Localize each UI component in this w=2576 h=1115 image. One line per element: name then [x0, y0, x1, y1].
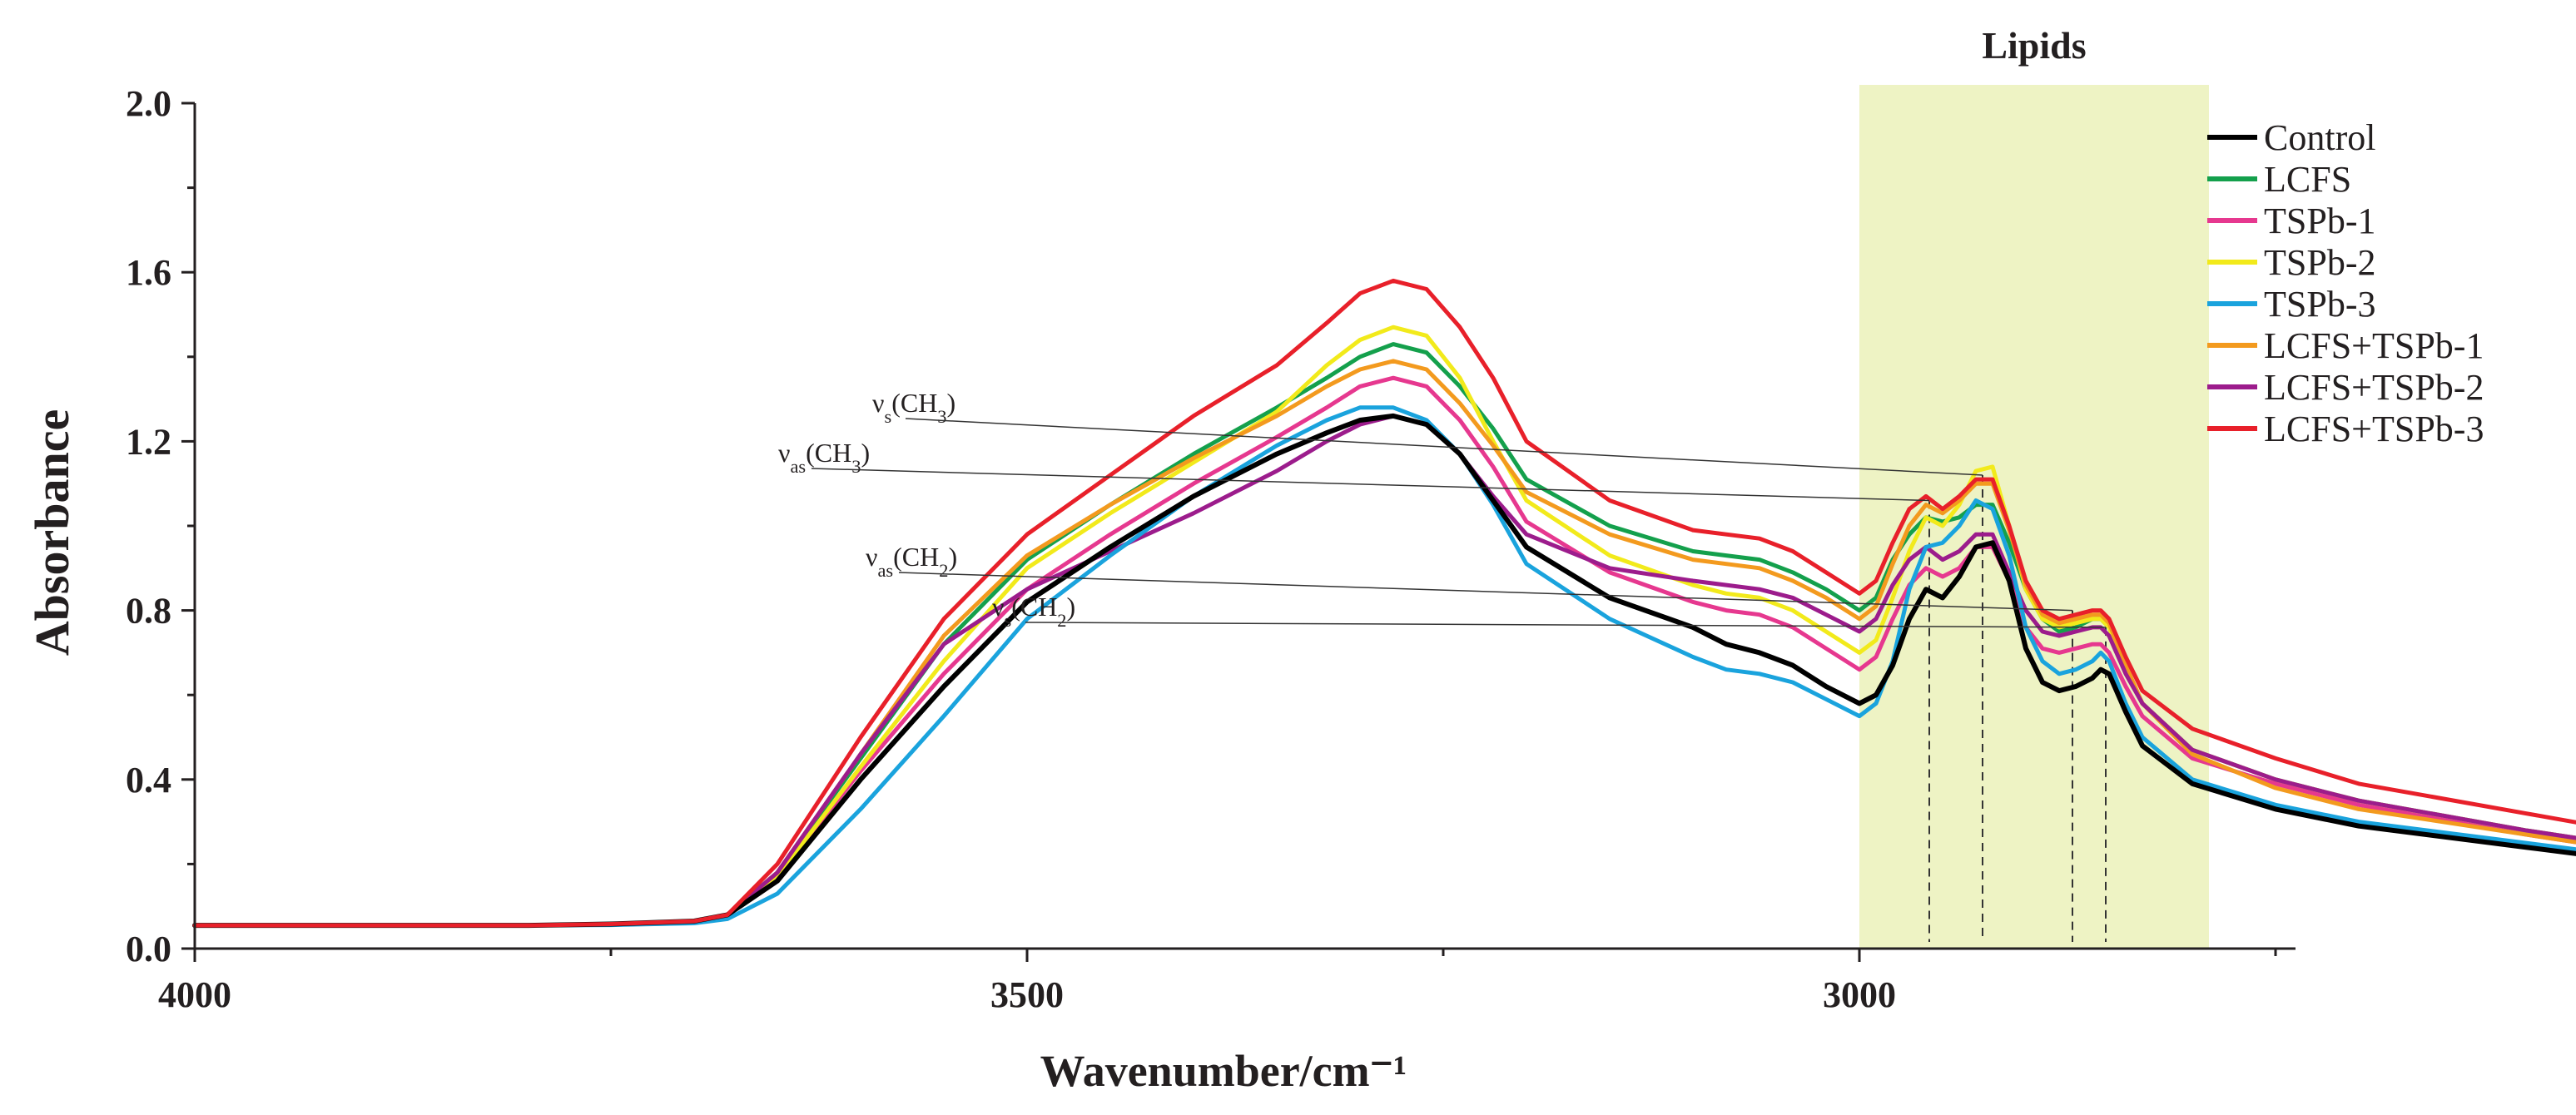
x-tick-label: 3000 — [1823, 974, 1896, 1015]
band-labels: LipidsProteins — [1982, 24, 2086, 67]
axis-ticks: 0.00.40.81.21.62.04000350030002500200015… — [126, 83, 2277, 1015]
x-tick-label: 3500 — [990, 974, 1064, 1015]
y-axis-label: Absorbance — [25, 409, 79, 656]
annotation-leader — [905, 418, 1983, 476]
x-axis-label: Wavenumber/cm⁻¹ — [1040, 1046, 1407, 1096]
legend-entry: Control — [2264, 117, 2375, 158]
x-tick-label: 4000 — [158, 974, 231, 1015]
y-tick-label: 2.0 — [126, 83, 171, 124]
annotation-label: νas(CH3) — [778, 438, 870, 477]
series-line-tspb-1 — [192, 375, 2576, 928]
annotation-label: νs(CH3) — [872, 388, 955, 427]
annotation-label: νs(CH2) — [992, 592, 1075, 631]
band-lipids — [1859, 85, 2209, 949]
annotation-leader — [811, 468, 1930, 502]
legend: ControlLCFSTSPb-1TSPb-2TSPb-3LCFS+TSPb-1… — [2207, 117, 2484, 449]
peak-guide-lines — [1928, 475, 2107, 942]
legend-entry: LCFS+TSPb-2 — [2264, 367, 2484, 408]
y-tick-label: 1.2 — [126, 421, 171, 462]
y-tick-label: 0.0 — [126, 929, 171, 969]
series-line-tspb-2 — [192, 325, 2576, 928]
legend-entry: LCFS — [2264, 159, 2351, 200]
series-lines — [192, 278, 2576, 929]
annotation-label: νas(CH2) — [866, 542, 957, 581]
series-line-lcfs-tspb-3 — [192, 278, 2576, 928]
annotation-leader — [898, 572, 2073, 612]
y-tick-label: 1.6 — [126, 252, 171, 293]
legend-entry: TSPb-1 — [2264, 201, 2375, 241]
legend-entry: TSPb-2 — [2264, 242, 2375, 283]
series-line-lcfs-tspb-1 — [192, 359, 2576, 928]
legend-entry: LCFS+TSPb-3 — [2264, 409, 2484, 449]
legend-entry: LCFS+TSPb-1 — [2264, 325, 2484, 366]
peak-annotations: Amide IAmide IIνas(CH3)νs(CH3)νas(CH2)νs… — [778, 388, 2107, 631]
annotation-leader — [1025, 622, 2107, 628]
legend-entry: TSPb-3 — [2264, 284, 2375, 325]
series-line-lcfs — [192, 342, 2576, 928]
series-line-lcfs-tspb-2 — [192, 414, 2576, 928]
series-line-tspb-3 — [192, 405, 2576, 928]
y-tick-label: 0.8 — [126, 591, 171, 632]
series-line-control — [192, 413, 2576, 929]
band-label-lipids: Lipids — [1982, 24, 2086, 67]
y-tick-label: 0.4 — [126, 760, 171, 800]
